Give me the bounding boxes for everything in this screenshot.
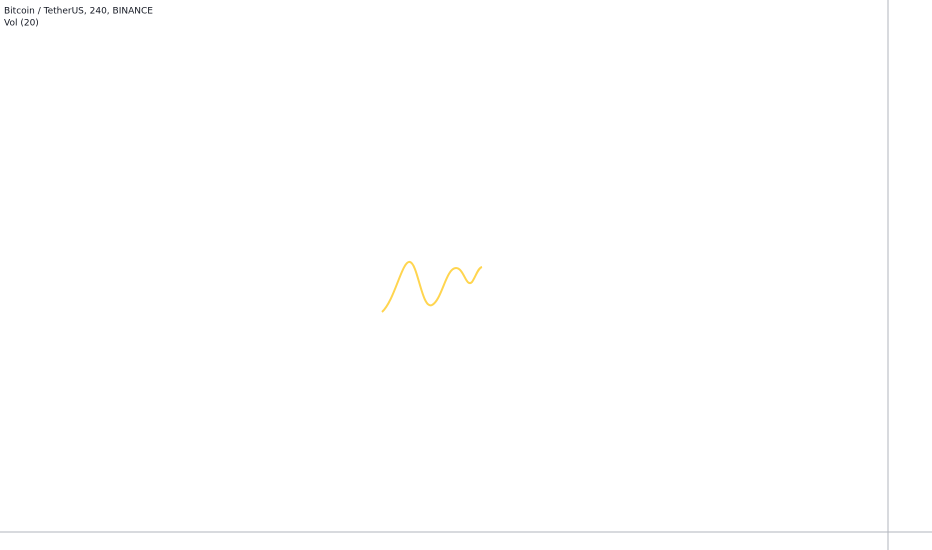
chart-title: Bitcoin / TetherUS, 240, BINANCE bbox=[4, 7, 153, 17]
projection-path bbox=[381, 261, 483, 313]
volume-title: Vol (20) bbox=[4, 19, 39, 29]
